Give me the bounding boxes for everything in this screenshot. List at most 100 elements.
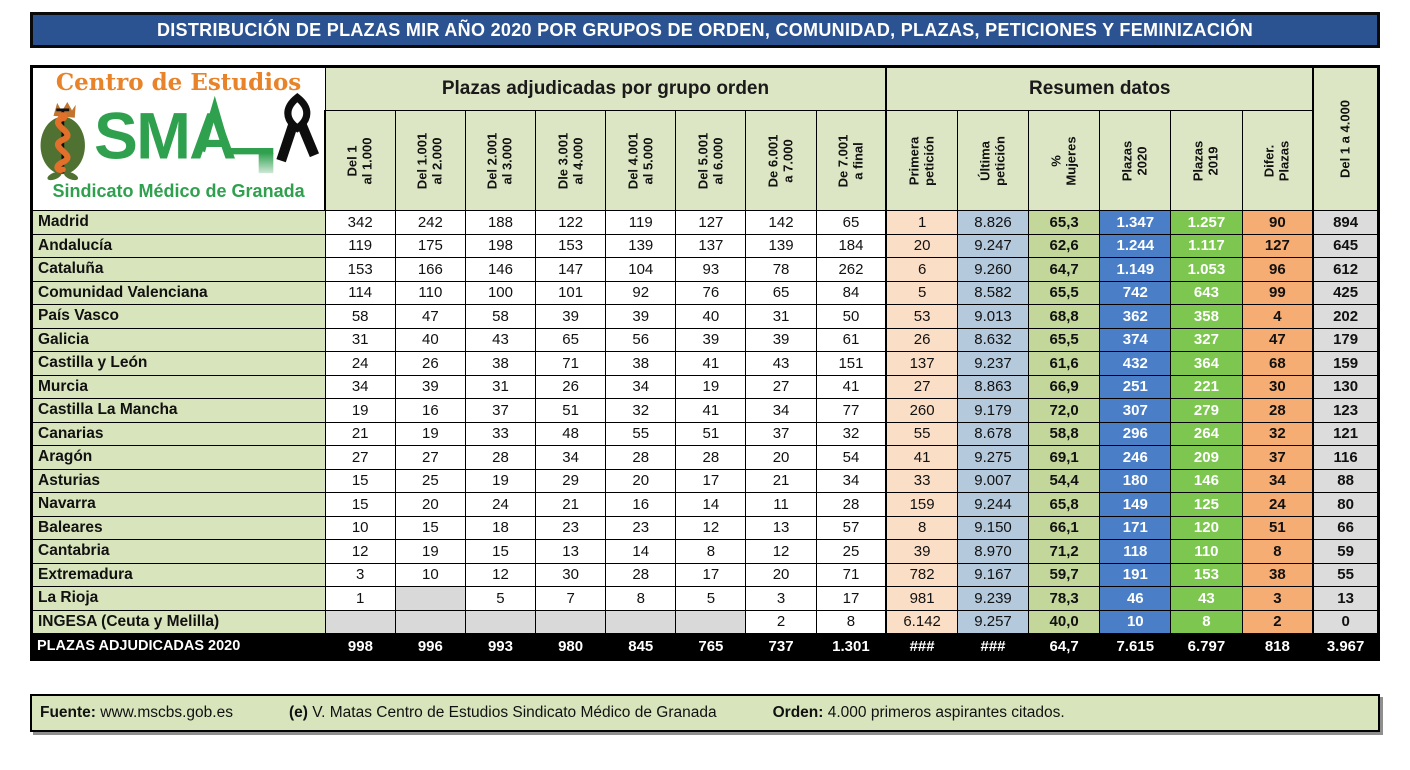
cell-del-1-a-4000: 612 xyxy=(1312,257,1380,282)
cell-order-5: 34 xyxy=(605,374,677,399)
total-order-7: 737 xyxy=(745,633,817,660)
cell-order-4: 48 xyxy=(535,421,607,446)
cell-order-4: 34 xyxy=(535,445,607,470)
cell-difer-plazas: 127 xyxy=(1241,233,1314,258)
cell-ultima-peticion: 9.275 xyxy=(956,445,1030,470)
cell-del-1-a-4000: 66 xyxy=(1312,515,1380,540)
cell-order-8: 32 xyxy=(815,421,887,446)
cell-primera-peticion: 5 xyxy=(885,280,958,305)
cell-del-1-a-4000: 202 xyxy=(1312,304,1380,329)
column-header-plazas-2020: Plazas 2020 xyxy=(1099,110,1172,211)
row-label: Madrid xyxy=(31,210,326,235)
cell-order-2 xyxy=(394,609,466,634)
cell-order-1: 34 xyxy=(324,374,396,399)
cell-difer-plazas: 38 xyxy=(1241,562,1314,587)
region-row: La Rioja 1 5 7 8 5 3 17 981 9.239 78,3 46 43 3 13 xyxy=(31,586,1380,611)
cell-plazas-2019: 146 xyxy=(1170,468,1243,493)
cell-plazas-2020: 742 xyxy=(1099,280,1172,305)
region-row: Murcia 34 39 31 26 34 19 27 41 27 8.863 66,9 251 221 3… xyxy=(31,374,1380,399)
cell-plazas-2019: 643 xyxy=(1170,280,1243,305)
cell-pct-mujeres: 66,1 xyxy=(1028,515,1101,540)
cell-order-5: 139 xyxy=(605,233,677,258)
cell-pct-mujeres: 68,8 xyxy=(1028,304,1101,329)
cell-ultima-peticion: 9.244 xyxy=(956,492,1030,517)
cell-pct-mujeres: 54,4 xyxy=(1028,468,1101,493)
cell-plazas-2020: 46 xyxy=(1099,586,1172,611)
cell-ultima-peticion: 9.247 xyxy=(956,233,1030,258)
total-row: PLAZAS ADJUDICADAS 2020 998 996 993 980 845 76… xyxy=(31,633,1380,660)
cell-del-1-a-4000: 121 xyxy=(1312,421,1380,446)
cell-plazas-2019: 221 xyxy=(1170,374,1243,399)
cell-plazas-2019: 8 xyxy=(1170,609,1243,634)
cell-difer-plazas: 47 xyxy=(1241,327,1314,352)
cell-del-1-a-4000: 894 xyxy=(1312,210,1380,235)
cell-primera-peticion: 8 xyxy=(885,515,958,540)
cell-plazas-2020: 171 xyxy=(1099,515,1172,540)
cell-order-8: 34 xyxy=(815,468,887,493)
row-label: País Vasco xyxy=(31,304,326,329)
cell-order-3: 15 xyxy=(464,539,537,564)
cell-plazas-2020: 251 xyxy=(1099,374,1172,399)
cell-order-4: 39 xyxy=(535,304,607,329)
cell-order-2: 40 xyxy=(394,327,466,352)
region-row: Navarra 15 20 24 21 16 14 11 28 159 9.244 65,8 149 12… xyxy=(31,492,1380,517)
group-header-order: Plazas adjudicadas por grupo orden xyxy=(324,66,887,111)
cell-plazas-2019: 1.257 xyxy=(1170,210,1243,235)
cell-order-3: 58 xyxy=(464,304,537,329)
cell-order-5: 14 xyxy=(605,539,677,564)
region-row: Cantabria 12 19 15 13 14 8 12 25 39 8.970 71,2 118 11… xyxy=(31,539,1380,564)
cell-order-8: 65 xyxy=(815,210,887,235)
cell-difer-plazas: 30 xyxy=(1241,374,1314,399)
mourning-ribbon-icon xyxy=(276,93,320,163)
cell-order-1: 15 xyxy=(324,468,396,493)
column-header-row: Del 1 al 1.000 Del 1.001 al 2.000 Del 2.… xyxy=(32,110,1379,211)
total-order-3: 993 xyxy=(464,633,537,660)
total-ultima-peticion: ### xyxy=(956,633,1030,660)
cell-order-5: 28 xyxy=(605,445,677,470)
row-label: Aragón xyxy=(31,445,326,470)
cell-order-2: 20 xyxy=(394,492,466,517)
cell-order-7: 2 xyxy=(745,609,817,634)
column-header-order-7: De 6.001 a 7.000 xyxy=(745,110,817,211)
cell-order-6: 17 xyxy=(675,468,747,493)
row-label: Navarra xyxy=(31,492,326,517)
cell-order-8: 50 xyxy=(815,304,887,329)
cell-primera-peticion: 39 xyxy=(885,539,958,564)
cell-plazas-2020: 149 xyxy=(1099,492,1172,517)
cell-order-4: 30 xyxy=(535,562,607,587)
footer-orden-label: Orden: xyxy=(772,704,824,721)
cell-difer-plazas: 32 xyxy=(1241,421,1314,446)
row-label: Murcia xyxy=(31,374,326,399)
cell-order-7: 3 xyxy=(745,586,817,611)
cell-del-1-a-4000: 13 xyxy=(1312,586,1380,611)
cell-order-3: 12 xyxy=(464,562,537,587)
cell-order-4: 153 xyxy=(535,233,607,258)
cell-order-1: 27 xyxy=(324,445,396,470)
region-row: Castilla La Mancha 19 16 37 51 32 41 34 77 260 9.1… xyxy=(31,398,1380,423)
cell-order-6: 51 xyxy=(675,421,747,446)
cell-order-6: 5 xyxy=(675,586,747,611)
row-label: Cataluña xyxy=(31,257,326,282)
total-plazas-2019: 6.797 xyxy=(1170,633,1243,660)
row-label: Baleares xyxy=(31,515,326,540)
footer-fuente-label: Fuente: xyxy=(40,704,96,721)
cell-order-1: 342 xyxy=(324,210,396,235)
cell-order-5: 119 xyxy=(605,210,677,235)
column-header-plazas-2019: Plazas 2019 xyxy=(1170,110,1243,211)
cell-order-1: 24 xyxy=(324,351,396,376)
cell-order-5: 55 xyxy=(605,421,677,446)
cell-order-5: 8 xyxy=(605,586,677,611)
cell-order-2: 166 xyxy=(394,257,466,282)
cell-order-6: 40 xyxy=(675,304,747,329)
cell-del-1-a-4000: 0 xyxy=(1312,609,1380,634)
cell-order-6: 41 xyxy=(675,398,747,423)
cell-order-8: 61 xyxy=(815,327,887,352)
cell-difer-plazas: 90 xyxy=(1241,210,1314,235)
cell-ultima-peticion: 9.167 xyxy=(956,562,1030,587)
cell-order-3: 146 xyxy=(464,257,537,282)
column-header-order-4: Dle 3.001 al 4.000 xyxy=(535,110,607,211)
cell-pct-mujeres: 64,7 xyxy=(1028,257,1101,282)
cell-order-7: 12 xyxy=(745,539,817,564)
row-label: Castilla La Mancha xyxy=(31,398,326,423)
cell-primera-peticion: 159 xyxy=(885,492,958,517)
